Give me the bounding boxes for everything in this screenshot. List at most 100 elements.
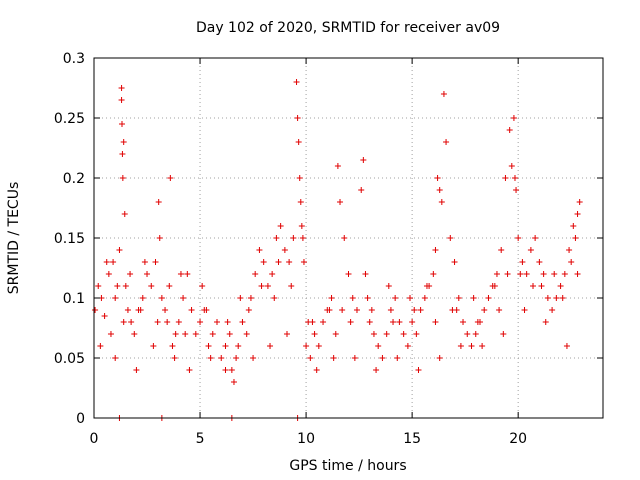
y-tick-label: 0.2 bbox=[63, 171, 85, 187]
data-point bbox=[500, 331, 507, 337]
data-point bbox=[538, 283, 545, 289]
data-point bbox=[320, 319, 327, 325]
data-point bbox=[133, 367, 140, 373]
data-point bbox=[119, 175, 126, 181]
data-point bbox=[277, 223, 284, 229]
data-point bbox=[105, 271, 112, 277]
data-point bbox=[182, 331, 189, 337]
data-point bbox=[107, 331, 114, 337]
data-point bbox=[457, 343, 464, 349]
data-point bbox=[455, 295, 462, 301]
data-point bbox=[411, 307, 418, 313]
data-point bbox=[137, 307, 144, 313]
data-point bbox=[536, 259, 543, 265]
data-point bbox=[162, 307, 169, 313]
data-point bbox=[404, 343, 411, 349]
data-point bbox=[237, 295, 244, 301]
data-point bbox=[186, 367, 193, 373]
data-point bbox=[245, 307, 252, 313]
data-point bbox=[549, 307, 556, 313]
data-point bbox=[139, 295, 146, 301]
chart-title: Day 102 of 2020, SRMTID for receiver av0… bbox=[196, 20, 500, 36]
data-point bbox=[152, 259, 159, 265]
data-point bbox=[315, 343, 322, 349]
data-point bbox=[228, 367, 235, 373]
data-point bbox=[120, 139, 127, 145]
grid-layer bbox=[94, 58, 603, 418]
data-point bbox=[192, 331, 199, 337]
data-point bbox=[214, 319, 221, 325]
data-point bbox=[101, 313, 108, 319]
data-point bbox=[166, 283, 173, 289]
data-point bbox=[122, 283, 129, 289]
data-point bbox=[121, 211, 128, 217]
data-point bbox=[128, 319, 135, 325]
data-point bbox=[370, 331, 377, 337]
data-point bbox=[479, 343, 486, 349]
x-tick-label: 0 bbox=[90, 431, 99, 447]
data-point bbox=[167, 175, 174, 181]
data-point bbox=[568, 259, 575, 265]
data-point bbox=[235, 343, 242, 349]
data-point bbox=[226, 331, 233, 337]
data-point bbox=[436, 355, 443, 361]
data-point bbox=[250, 355, 257, 361]
data-point bbox=[362, 271, 369, 277]
y-tick-label: 0.3 bbox=[63, 51, 85, 67]
data-point bbox=[124, 307, 131, 313]
data-point bbox=[430, 271, 437, 277]
data-point bbox=[269, 271, 276, 277]
data-point bbox=[368, 307, 375, 313]
data-point bbox=[120, 319, 127, 325]
data-point bbox=[447, 235, 454, 241]
data-point bbox=[112, 295, 119, 301]
data-point bbox=[498, 247, 505, 253]
data-point bbox=[513, 187, 520, 193]
data-point bbox=[415, 367, 422, 373]
data-point bbox=[561, 271, 568, 277]
data-point bbox=[574, 271, 581, 277]
data-point bbox=[309, 319, 316, 325]
x-axis-label: GPS time / hours bbox=[289, 458, 406, 474]
data-point bbox=[540, 271, 547, 277]
data-point bbox=[154, 319, 161, 325]
data-points bbox=[92, 79, 583, 421]
data-point bbox=[207, 355, 214, 361]
data-point bbox=[150, 343, 157, 349]
data-point bbox=[530, 283, 537, 289]
data-point bbox=[527, 247, 534, 253]
data-point bbox=[515, 235, 522, 241]
data-point bbox=[349, 295, 356, 301]
data-point bbox=[432, 319, 439, 325]
data-point bbox=[260, 259, 267, 265]
data-point bbox=[119, 151, 126, 157]
data-point bbox=[417, 307, 424, 313]
y-tick-label: 0.25 bbox=[54, 111, 85, 127]
data-point bbox=[307, 355, 314, 361]
data-point bbox=[286, 259, 293, 265]
data-point bbox=[544, 295, 551, 301]
y-tick-label: 0 bbox=[76, 411, 85, 427]
data-point bbox=[496, 307, 503, 313]
data-point bbox=[293, 79, 300, 85]
data-point bbox=[438, 199, 445, 205]
data-point bbox=[95, 283, 102, 289]
data-point bbox=[258, 283, 265, 289]
data-point bbox=[247, 295, 254, 301]
data-point bbox=[532, 235, 539, 241]
data-point bbox=[400, 331, 407, 337]
data-point bbox=[203, 307, 210, 313]
data-point bbox=[474, 319, 481, 325]
data-point bbox=[222, 343, 229, 349]
data-point bbox=[576, 199, 583, 205]
data-point bbox=[297, 199, 304, 205]
data-point bbox=[180, 295, 187, 301]
data-point bbox=[553, 295, 560, 301]
data-point bbox=[570, 223, 577, 229]
data-point bbox=[387, 307, 394, 313]
y-tick-label: 0.1 bbox=[63, 291, 85, 307]
data-point bbox=[432, 247, 439, 253]
data-point bbox=[175, 319, 182, 325]
y-tick-label: 0.15 bbox=[54, 231, 85, 247]
